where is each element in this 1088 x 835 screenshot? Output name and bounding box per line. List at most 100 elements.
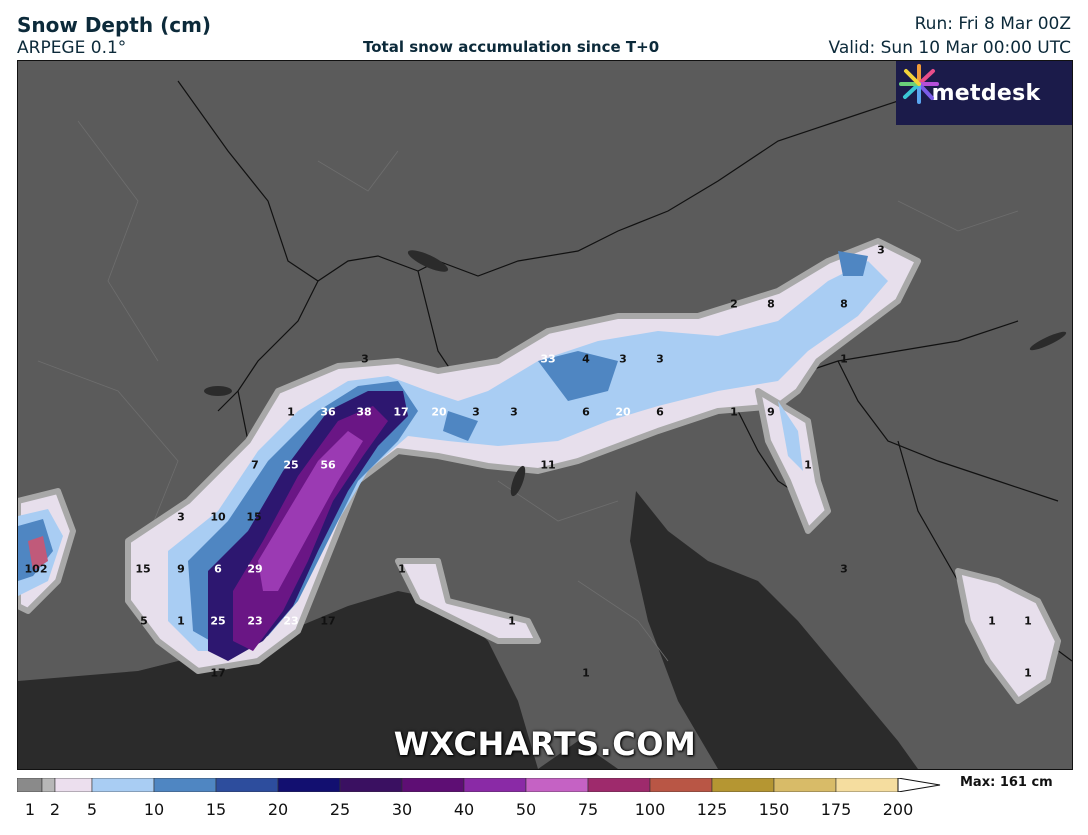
snow-value-label: 17: [393, 405, 409, 419]
snow-value-label: 2: [730, 297, 738, 311]
color-scale-segment: [835, 778, 899, 792]
ligurian-sea: [18, 591, 538, 769]
color-scale-segment: [54, 778, 93, 792]
snow-value-label: 3: [361, 352, 369, 366]
snow-value-label: 1: [730, 405, 738, 419]
color-scale-tick-label: 15: [205, 800, 227, 819]
color-scale-tick-label: 25: [329, 800, 351, 819]
color-scale-segment: [277, 778, 341, 792]
snow-value-label: 3: [177, 510, 185, 524]
snow-value-label: 8: [840, 297, 848, 311]
snow-value-label: 1: [287, 405, 295, 419]
metdesk-burst-icon: [899, 64, 939, 104]
snow-value-label: 3: [510, 405, 518, 419]
color-scale-tick-label: 50: [515, 800, 537, 819]
color-scale-segment: [401, 778, 465, 792]
snow-value-label: 23: [247, 614, 263, 628]
snow-depth-map: metdesk 102 15 9 6 29 3 10 15 5 1 25 23 23 17 17 7 25 56 1…: [17, 60, 1073, 770]
color-scale-segment: [17, 778, 43, 792]
snow-field-100cm: [28, 536, 48, 571]
chart-subtitle: Total snow accumulation since T+0: [363, 38, 660, 56]
snow-value-label: 3: [877, 243, 885, 257]
color-scale-segment: [463, 778, 527, 792]
snow-value-label: 6: [214, 562, 222, 576]
color-scale-segment: [153, 778, 217, 792]
color-scale-tick-label: 1: [24, 800, 36, 819]
snow-value-label: 1: [177, 614, 185, 628]
snow-value-label: 17: [210, 666, 226, 680]
color-scale-tick-label: 5: [86, 800, 98, 819]
snow-value-label: 6: [656, 405, 664, 419]
color-scale-tick-label: 125: [696, 800, 728, 819]
snow-value-label: 9: [767, 405, 775, 419]
map-canvas: [18, 80, 1072, 769]
color-scale-segment: [773, 778, 837, 792]
snow-value-label: 9: [177, 562, 185, 576]
snow-value-label: 1: [804, 458, 812, 472]
region-lines: [37, 120, 1019, 662]
color-scale-tick-label: 2: [49, 800, 61, 819]
color-scale-segment: [711, 778, 775, 792]
color-scale-tick-label: 200: [882, 800, 914, 819]
color-scale-segment: [339, 778, 403, 792]
snow-value-label: 38: [356, 405, 372, 419]
logo-wordmark: metdesk: [931, 80, 1041, 106]
snow-value-label: 6: [582, 405, 590, 419]
chart-title: Snow Depth (cm): [17, 13, 212, 37]
snow-value-label: 1: [840, 352, 848, 366]
snow-value-label: 102: [24, 562, 48, 576]
snow-value-label: 1: [508, 614, 516, 628]
run-time: Run: Fri 8 Mar 00Z: [914, 14, 1071, 34]
snow-value-label: 23: [283, 614, 299, 628]
adriatic-sea: [630, 491, 918, 769]
metdesk-logo: metdesk: [896, 61, 1072, 125]
color-scale-segment: [525, 778, 589, 792]
color-scale-tick-label: 175: [820, 800, 852, 819]
snow-value-label: 1: [1024, 614, 1032, 628]
snow-value-label: 5: [140, 614, 148, 628]
valid-time: Valid: Sun 10 Mar 00:00 UTC: [828, 38, 1071, 58]
color-scale-arrow: [897, 778, 941, 792]
color-scale-tick-label: 150: [758, 800, 790, 819]
model-label: ARPEGE 0.1°: [17, 38, 127, 58]
snow-value-label: 25: [210, 614, 226, 628]
snow-value-label: 3: [656, 352, 664, 366]
color-scale-segment: [215, 778, 279, 792]
snow-value-label: 1: [1024, 666, 1032, 680]
snow-value-label: 1: [398, 562, 406, 576]
color-scale-segment: [649, 778, 713, 792]
snow-value-label: 33: [540, 352, 556, 366]
max-value-label: Max: 161 cm: [960, 775, 1053, 790]
snow-value-label: 20: [431, 405, 447, 419]
snow-value-label: 8: [767, 297, 775, 311]
snow-value-label: 17: [320, 614, 336, 628]
color-scale: [17, 778, 941, 792]
snow-value-label: 29: [247, 562, 263, 576]
watermark: WXCHARTS.COM: [393, 725, 697, 763]
color-scale-tick-label: 100: [634, 800, 666, 819]
color-scale-tick-label: 75: [577, 800, 599, 819]
snow-value-label: 15: [246, 510, 262, 524]
snow-value-label: 3: [840, 562, 848, 576]
snow-value-label: 20: [615, 405, 631, 419]
snow-field-50cm: [258, 431, 363, 591]
snow-value-label: 15: [135, 562, 151, 576]
snow-value-label: 1: [582, 666, 590, 680]
tyrrhenian-sea: [538, 741, 618, 769]
color-scale-segment: [91, 778, 155, 792]
snow-value-label: 3: [619, 352, 627, 366]
snow-value-label: 25: [283, 458, 299, 472]
color-scale-tick-label: 20: [267, 800, 289, 819]
color-scale-tick-label: 30: [391, 800, 413, 819]
snow-value-label: 4: [582, 352, 590, 366]
color-scale-tick-label: 40: [453, 800, 475, 819]
color-scale-segment: [587, 778, 651, 792]
snow-value-label: 1: [988, 614, 996, 628]
lakes: [204, 250, 1067, 497]
snow-value-label: 10: [210, 510, 226, 524]
color-scale-segment: [41, 778, 56, 792]
snow-value-label: 7: [251, 458, 259, 472]
snow-value-label: 3: [472, 405, 480, 419]
snow-value-label: 11: [540, 458, 556, 472]
snow-value-label: 36: [320, 405, 336, 419]
